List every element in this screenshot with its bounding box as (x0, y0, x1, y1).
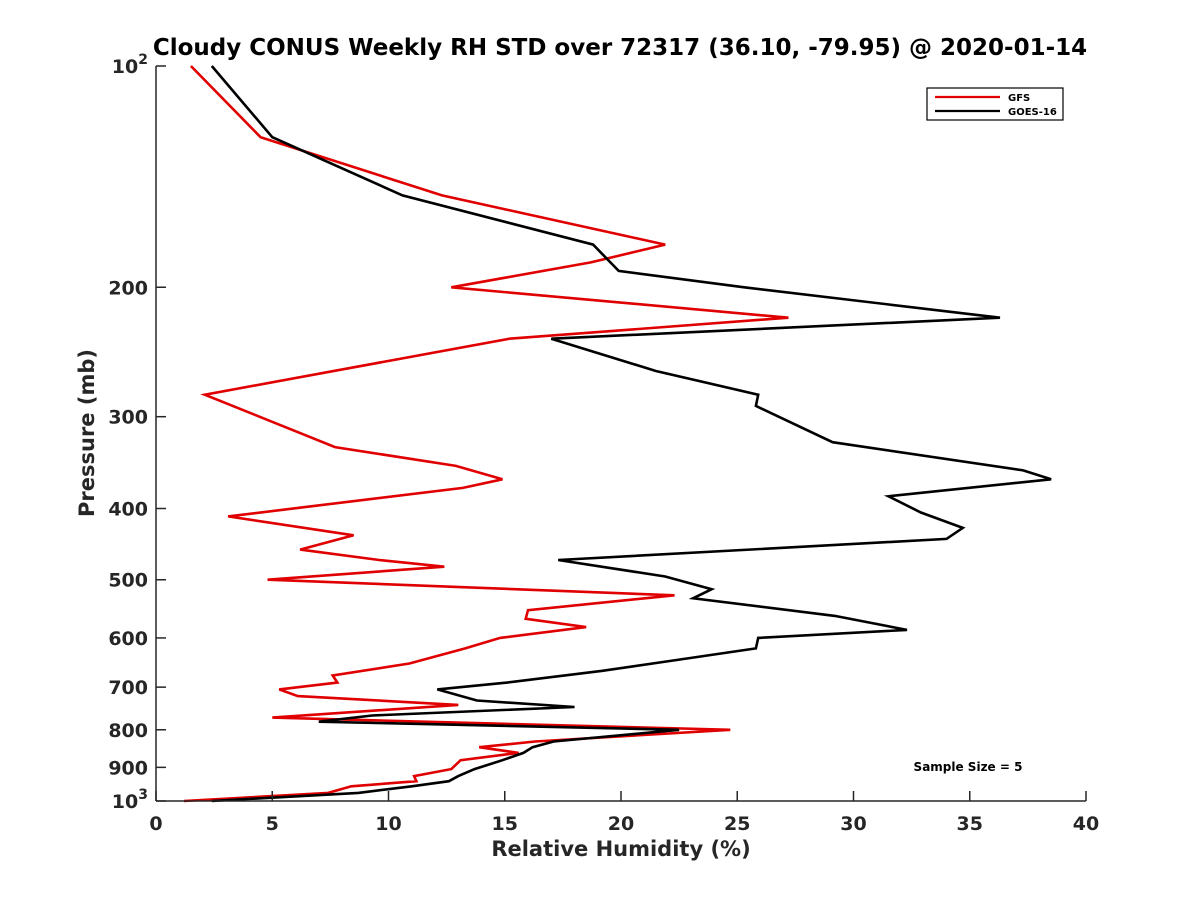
x-tick-label: 40 (1073, 813, 1099, 835)
y-axis-label: Pressure (mb) (75, 349, 99, 517)
y-tick-label: 500 (108, 570, 148, 592)
legend-box (926, 87, 1064, 121)
y-tick-label: 300 (108, 407, 148, 429)
y-tick-label: 800 (108, 720, 148, 742)
y-ticks: 102 200 300 400 500 600 700 800 900 103 (108, 52, 166, 813)
y-tick-label: 103 (112, 787, 148, 813)
legend-label-goes16: GOES-16 (1008, 107, 1057, 118)
x-tick-label: 5 (266, 813, 279, 835)
x-ticks: 0 5 10 15 20 25 30 35 40 (149, 791, 1099, 835)
series-line-gfs (183, 65, 789, 803)
y-tick-label: 400 (108, 499, 148, 521)
x-tick-label: 10 (375, 813, 401, 835)
x-tick-label: 25 (724, 813, 750, 835)
x-tick-label: 15 (492, 813, 518, 835)
x-tick-label: 20 (608, 813, 634, 835)
x-tick-label: 35 (957, 813, 983, 835)
sample-size-annotation: Sample Size = 5 (914, 760, 1023, 774)
y-tick-label: 102 (112, 52, 148, 78)
y-tick-label: 600 (108, 628, 148, 650)
y-tick-label: 900 (108, 757, 148, 779)
y-tick-label: 200 (108, 277, 148, 299)
x-axis-label: Relative Humidity (%) (491, 837, 750, 861)
y-tick-label: 700 (108, 677, 148, 699)
legend: GFS GOES-16 (926, 87, 1064, 121)
x-tick-label: 0 (149, 813, 162, 835)
chart-title: Cloudy CONUS Weekly RH STD over 72317 (3… (153, 35, 1087, 61)
x-tick-label: 30 (840, 813, 866, 835)
series-layer (183, 65, 1052, 803)
series-line-goes16 (210, 65, 1052, 803)
legend-label-gfs: GFS (1008, 93, 1030, 104)
